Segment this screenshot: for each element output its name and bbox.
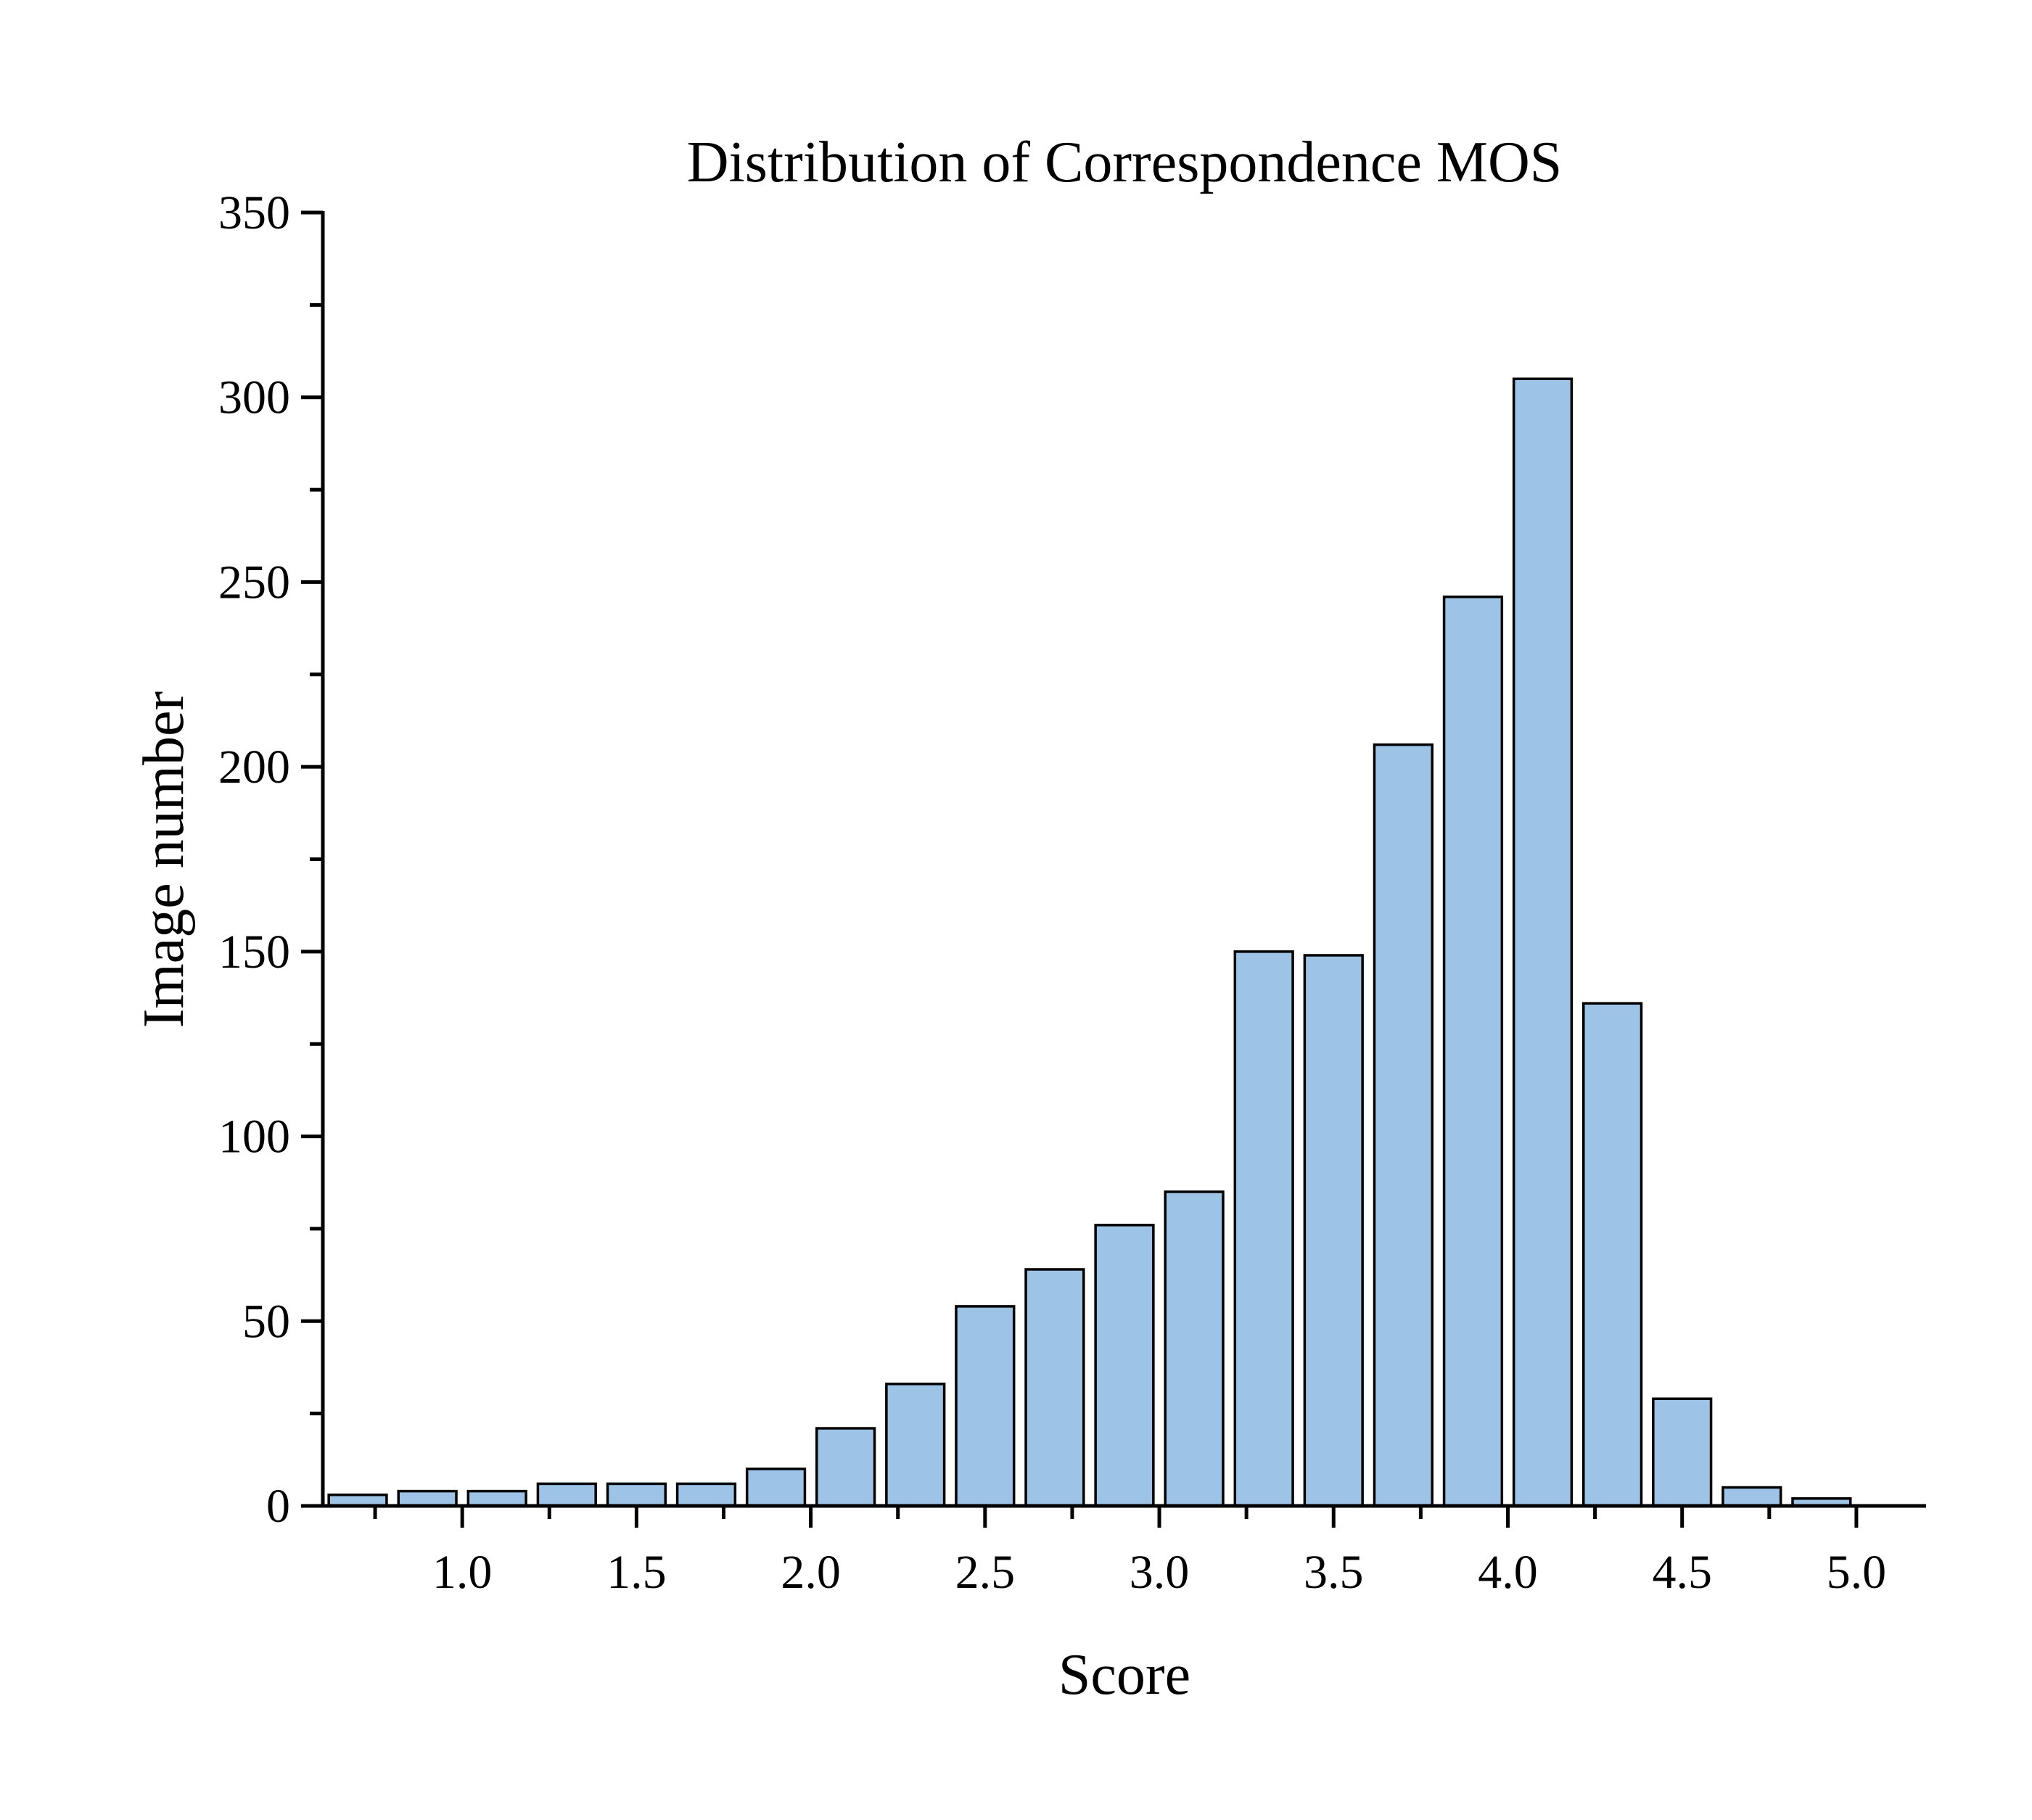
histogram-bar <box>1373 743 1433 1507</box>
y-tick-label: 100 <box>218 1111 290 1164</box>
y-tick-label: 200 <box>218 741 290 794</box>
histogram-bar <box>675 1482 737 1507</box>
bars-group <box>327 377 1852 1507</box>
histogram-bar <box>536 1482 597 1507</box>
x-tick-label: 1.5 <box>606 1546 667 1599</box>
histogram-bar <box>1512 377 1574 1507</box>
histogram-bar <box>1722 1486 1782 1507</box>
chart-title: Distribution of Correspondence MOS <box>687 131 1563 194</box>
histogram-bar <box>397 1489 458 1507</box>
y-tick-label: 0 <box>266 1480 290 1533</box>
histogram-bar <box>606 1482 667 1507</box>
histogram-bar <box>815 1427 876 1507</box>
histogram-bar <box>1164 1190 1225 1507</box>
x-tick-label: 2.0 <box>781 1546 841 1599</box>
x-tick-label: 3.5 <box>1304 1546 1364 1599</box>
histogram-bar <box>885 1383 946 1507</box>
histogram-bar <box>1652 1397 1713 1507</box>
x-tick-label: 5.0 <box>1827 1546 1887 1599</box>
histogram-bar <box>1094 1224 1155 1507</box>
x-axis-ticks: 1.0 1.5 2.0 2.5 3.0 3.5 4.0 4.5 5.0 <box>373 1506 1887 1599</box>
histogram-bar <box>1581 1002 1643 1507</box>
histogram-bar <box>955 1305 1016 1507</box>
x-tick-label: 2.5 <box>955 1546 1016 1599</box>
histogram-bar <box>745 1467 807 1507</box>
histogram-bar <box>1442 596 1504 1507</box>
histogram-bar <box>1303 954 1364 1507</box>
histogram-bar <box>1024 1268 1085 1507</box>
x-tick-label: 4.0 <box>1478 1546 1538 1599</box>
y-axis-ticks: 0 50 100 150 200 250 300 350 <box>218 186 323 1533</box>
y-tick-label: 350 <box>218 186 290 239</box>
y-tick-label: 250 <box>218 556 290 609</box>
histogram-bar <box>1233 950 1294 1507</box>
y-tick-label: 50 <box>242 1295 290 1348</box>
x-tick-label: 3.0 <box>1130 1546 1190 1599</box>
y-axis-label: Image number <box>132 691 196 1028</box>
histogram-bar <box>466 1489 527 1507</box>
y-tick-label: 150 <box>218 926 290 979</box>
x-tick-label: 1.0 <box>432 1546 493 1599</box>
y-tick-label: 300 <box>218 371 290 424</box>
x-tick-label: 4.5 <box>1652 1546 1712 1599</box>
x-axis-label: Score <box>1058 1643 1190 1707</box>
